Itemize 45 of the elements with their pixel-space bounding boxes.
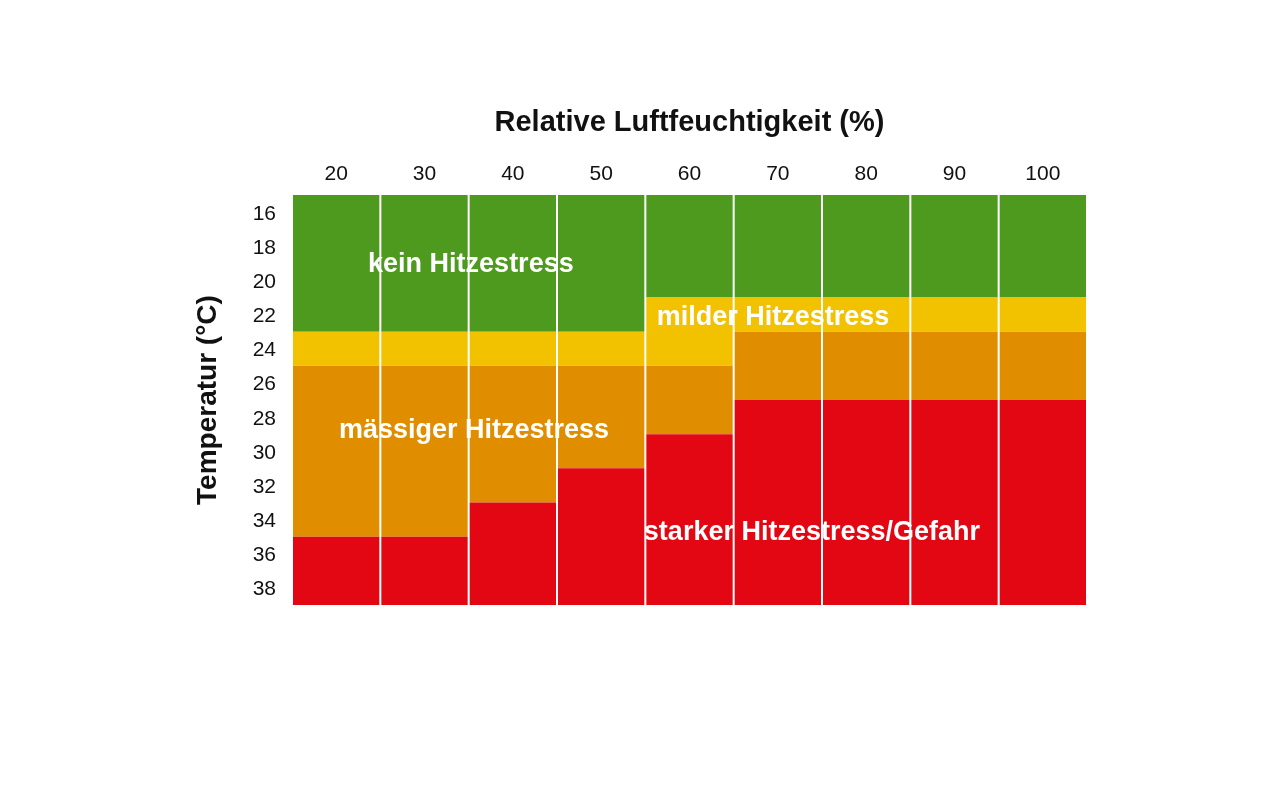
bar bbox=[823, 195, 910, 298]
y-tick-label: 28 bbox=[252, 405, 276, 429]
x-tick-label: 60 bbox=[677, 161, 702, 184]
y-tick-label: 18 bbox=[252, 234, 276, 258]
x-tick-label: 20 bbox=[324, 161, 348, 184]
bar bbox=[999, 331, 1086, 400]
bar bbox=[911, 297, 998, 332]
x-tick-label: 90 bbox=[942, 161, 967, 184]
y-tick-label: 20 bbox=[252, 268, 276, 292]
y-tick-label: 36 bbox=[252, 542, 276, 566]
x-axis-title: Relative Luftfeuchtigkeit (%) bbox=[494, 104, 885, 137]
bar bbox=[734, 195, 821, 298]
y-tick-label: 30 bbox=[252, 439, 276, 463]
y-tick-label: 26 bbox=[252, 371, 276, 395]
bar bbox=[999, 400, 1086, 605]
y-tick-label: 24 bbox=[252, 337, 277, 361]
y-tick-label: 38 bbox=[252, 576, 276, 600]
x-tick-label: 30 bbox=[412, 161, 437, 184]
x-tick-label: 50 bbox=[589, 161, 613, 184]
bar bbox=[646, 434, 733, 605]
bar bbox=[646, 195, 733, 298]
x-tick-label: 70 bbox=[766, 161, 790, 184]
bar bbox=[911, 195, 998, 298]
bar bbox=[734, 331, 821, 400]
y-tick-label: 32 bbox=[252, 473, 276, 497]
bar bbox=[381, 331, 468, 366]
y-axis-title: Temperatur (°C) bbox=[190, 295, 222, 505]
x-tick-label: 40 bbox=[501, 161, 525, 184]
y-tick-label: 34 bbox=[252, 508, 277, 532]
bar bbox=[999, 195, 1086, 298]
bar bbox=[381, 536, 468, 605]
bar bbox=[558, 468, 645, 605]
bar bbox=[999, 297, 1086, 332]
bar bbox=[469, 331, 556, 366]
bar bbox=[823, 331, 910, 400]
bar bbox=[558, 331, 645, 366]
bar bbox=[293, 331, 380, 366]
bar bbox=[293, 536, 380, 605]
bar bbox=[646, 365, 733, 435]
bar bbox=[469, 502, 556, 605]
bar bbox=[911, 331, 998, 400]
y-tick-label: 22 bbox=[252, 303, 276, 327]
x-tick-label: 80 bbox=[854, 161, 878, 184]
x-tick-label: 100 bbox=[1025, 161, 1061, 184]
y-tick-label: 16 bbox=[252, 200, 276, 224]
